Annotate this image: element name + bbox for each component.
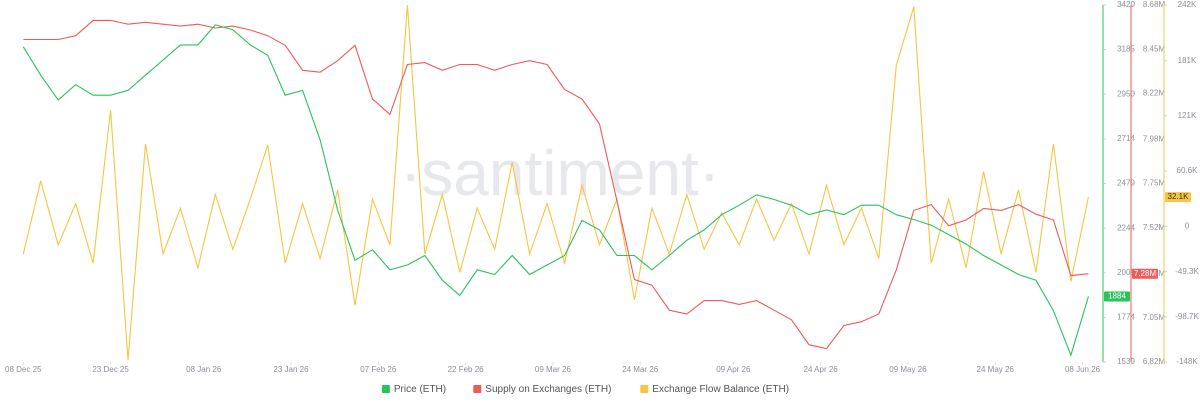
value-badge-label: 7.28M: [1134, 269, 1157, 278]
x-tick-label: 24 Apr 26: [804, 365, 839, 374]
legend-label: Supply on Exchanges (ETH): [485, 384, 611, 395]
x-tick-label: 24 Mar 26: [622, 365, 659, 374]
y-tick-label: 2950: [1117, 89, 1135, 98]
y-tick-label: 6.82M: [1143, 357, 1166, 366]
y-tick-label: -98.7K: [1175, 312, 1199, 321]
value-badge-label: 1884: [1108, 292, 1126, 301]
x-tick-label: 24 May 26: [977, 365, 1015, 374]
watermark: ·santiment·: [400, 137, 720, 209]
y-tick-label: 181K: [1178, 56, 1197, 65]
y-tick-label: -49.3K: [1175, 267, 1199, 276]
y-tick-label: 8.68M: [1143, 0, 1166, 9]
y-tick-label: 8.45M: [1143, 44, 1166, 53]
y-tick-label: 7.52M: [1143, 223, 1166, 232]
series-line: [23, 19, 1089, 350]
x-tick-label: 23 Jan 26: [273, 365, 309, 374]
y-tick-label: 60.6K: [1177, 166, 1199, 175]
legend-label: Price (ETH): [394, 384, 446, 395]
legend-marker: [640, 385, 649, 393]
x-tick-label: 07 Feb 26: [360, 365, 397, 374]
y-tick-label: 1774: [1117, 313, 1135, 322]
y-tick-label: -148K: [1176, 357, 1198, 366]
legend-marker: [381, 385, 390, 393]
y-tick-label: 3420: [1117, 0, 1135, 9]
y-tick-label: 121K: [1178, 111, 1197, 120]
y-tick-label: 242K: [1178, 0, 1197, 9]
y-tick-label: 7.05M: [1143, 313, 1166, 322]
value-badge-label: 32.1K: [1168, 192, 1190, 201]
legend-label: Exchange Flow Balance (ETH): [652, 384, 789, 395]
y-tick-label: 3185: [1117, 45, 1135, 54]
value-badge: [1104, 291, 1130, 302]
y-tick-label: 7.75M: [1143, 179, 1166, 188]
x-tick-label: 09 Mar 26: [535, 365, 572, 374]
y-tick-label: 1539: [1117, 357, 1135, 366]
x-tick-label: 09 Apr 26: [716, 365, 751, 374]
y-tick-label: 2244: [1117, 223, 1135, 232]
y-tick-label: 2479: [1117, 179, 1135, 188]
y-tick-label: 7.98M: [1143, 134, 1166, 143]
value-badge: [1132, 268, 1158, 279]
x-tick-label: 23 Dec 25: [92, 365, 129, 374]
x-tick-label: 08 Jun 26: [1065, 365, 1101, 374]
y-tick-label: 8.22M: [1143, 88, 1166, 97]
y-tick-label: 2714: [1117, 134, 1135, 143]
value-badge: [1165, 192, 1191, 203]
x-tick-label: 22 Feb 26: [448, 365, 485, 374]
x-tick-label: 09 May 26: [889, 365, 927, 374]
y-tick-label: 0: [1185, 222, 1190, 231]
series-line: [22, 4, 1089, 361]
y-tick-label: 2009: [1117, 268, 1135, 277]
series-line: [22, 24, 1089, 357]
legend-marker: [473, 385, 482, 393]
x-tick-label: 08 Dec 25: [5, 365, 42, 374]
x-tick-label: 08 Jan 26: [186, 365, 222, 374]
